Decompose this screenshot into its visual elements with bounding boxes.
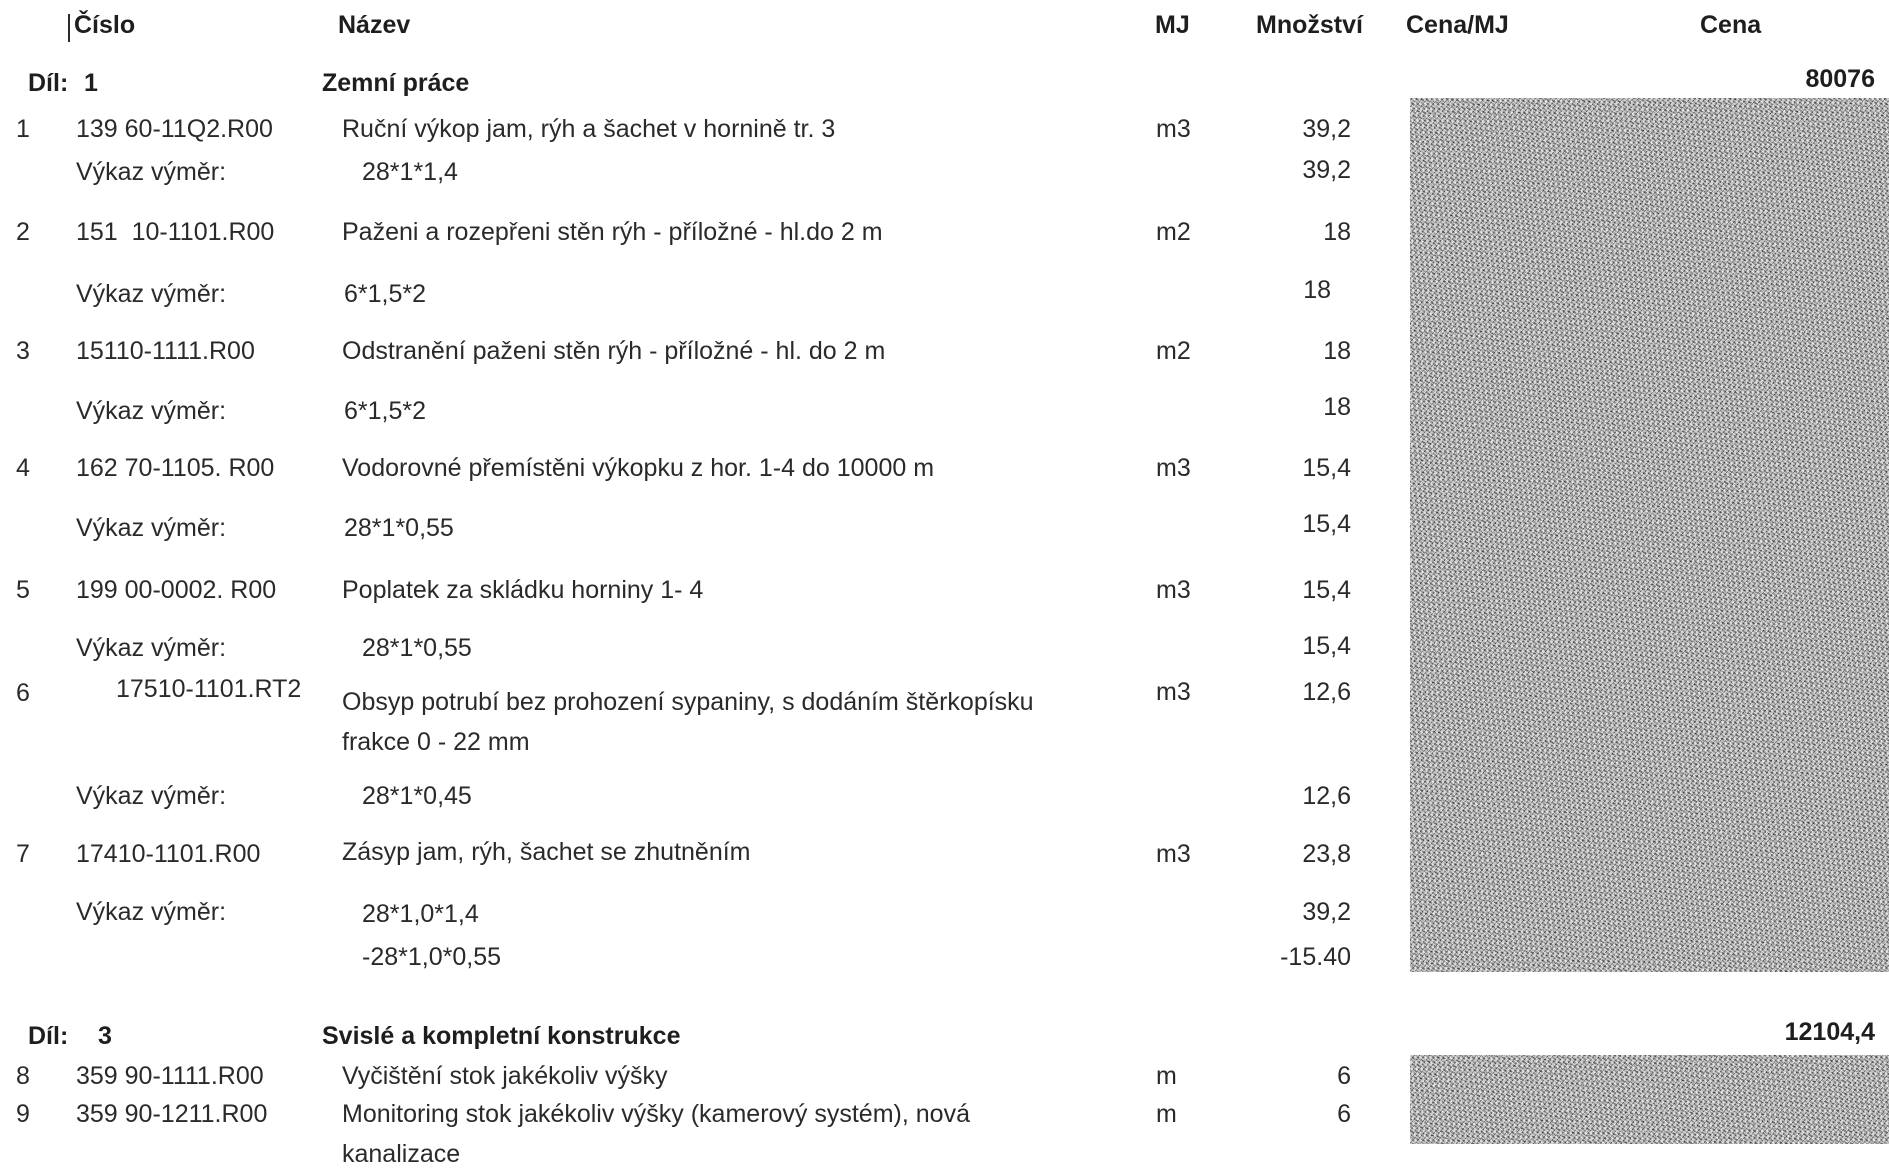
item-code: 199 00-0002. R00 [76, 576, 277, 604]
section-total: 80076 [1805, 65, 1875, 93]
header-cena: Cena [1700, 11, 1762, 39]
section-dil-number: 1 [84, 69, 98, 97]
vykaz-formula: -28*1,0*0,55 [362, 943, 502, 971]
vykaz-label: Výkaz výměr: [76, 397, 227, 425]
vykaz-label: Výkaz výměr: [76, 280, 227, 308]
header-mj: MJ [1155, 11, 1190, 39]
item-quantity: 15,4 [1302, 454, 1351, 482]
item-number: 2 [16, 218, 30, 246]
item-quantity: 6 [1337, 1100, 1351, 1128]
item-code: 17510-1101.RT2 [116, 675, 302, 703]
section-dil-label: Díl: [28, 69, 69, 97]
header-mnozstvi: Množství [1256, 11, 1363, 39]
item-unit: m [1156, 1100, 1177, 1128]
vykaz-quantity: 12,6 [1302, 782, 1351, 810]
vykaz-quantity: 18 [1303, 276, 1331, 304]
vykaz-label: Výkaz výměr: [76, 514, 227, 542]
vykaz-label: Výkaz výměr: [76, 898, 227, 926]
item-quantity: 39,2 [1302, 115, 1351, 143]
section-dil-label: Díl: [28, 1022, 69, 1050]
item-unit: m2 [1156, 218, 1191, 246]
vykaz-formula: 28*1*0,45 [362, 782, 472, 810]
item-name: Obsyp potrubí bez prohození sypaniny, s … [342, 688, 1034, 716]
item-number: 4 [16, 454, 30, 482]
item-name: Paženi a rozepřeni stěn rýh - příložné -… [342, 218, 883, 246]
item-name-line2: kanalizace [342, 1140, 461, 1168]
item-number: 7 [16, 840, 30, 868]
item-code: 17410-1101.R00 [76, 840, 261, 868]
vykaz-formula: 28*1*0,55 [362, 634, 472, 662]
item-code: 359 90-1211.R00 [76, 1100, 268, 1128]
item-quantity: 18 [1323, 218, 1351, 246]
vykaz-quantity: 18 [1323, 393, 1351, 421]
header-left-mark [68, 14, 70, 42]
item-unit: m3 [1156, 115, 1191, 143]
vykaz-quantity: -15.40 [1280, 943, 1351, 971]
item-number: 3 [16, 337, 30, 365]
header-nazev: Název [338, 11, 411, 39]
item-name: Ruční výkop jam, rýh a šachet v hornině … [342, 115, 836, 143]
item-name-line2: frakce 0 - 22 mm [342, 728, 530, 756]
item-code: 359 90-1111.R00 [76, 1062, 264, 1090]
vykaz-quantity: 39,2 [1302, 898, 1351, 926]
vykaz-formula: 28*1*1,4 [362, 158, 458, 186]
item-quantity: 6 [1337, 1062, 1351, 1090]
vykaz-label: Výkaz výměr: [76, 782, 227, 810]
item-number: 8 [16, 1062, 30, 1090]
vykaz-formula: 28*1,0*1,4 [362, 900, 479, 928]
section-title: Zemní práce [322, 69, 470, 97]
item-quantity: 18 [1323, 337, 1351, 365]
header-cislo: Číslo [74, 11, 136, 39]
item-number: 5 [16, 576, 30, 604]
item-name: Monitoring stok jakékoliv výšky (kamerov… [342, 1100, 970, 1128]
item-unit: m [1156, 1062, 1177, 1090]
item-number: 9 [16, 1100, 30, 1128]
item-quantity: 12,6 [1302, 678, 1351, 706]
item-number: 6 [16, 679, 30, 707]
item-name: Vyčištění stok jakékoliv výšky [342, 1062, 668, 1090]
item-code: 151 10-1101.R00 [76, 218, 275, 246]
vykaz-formula: 6*1,5*2 [344, 280, 427, 308]
section-dil-number: 3 [98, 1022, 112, 1050]
header-cena-mj: Cena/MJ [1406, 11, 1509, 39]
item-unit: m3 [1156, 840, 1191, 868]
vykaz-label: Výkaz výměr: [76, 634, 227, 662]
item-quantity: 23,8 [1302, 840, 1351, 868]
vykaz-quantity: 15,4 [1302, 510, 1351, 538]
item-quantity: 15,4 [1302, 576, 1351, 604]
redacted-price-block-section-3 [1410, 1055, 1889, 1144]
item-unit: m2 [1156, 337, 1191, 365]
item-unit: m3 [1156, 576, 1191, 604]
redacted-price-block-section-1 [1410, 98, 1889, 972]
item-name: Vodorovné přemístěni výkopku z hor. 1-4 … [342, 454, 935, 482]
section-title: Svislé a kompletní konstrukce [322, 1022, 681, 1050]
item-name: Poplatek za skládku horniny 1- 4 [342, 576, 704, 604]
section-total: 12104,4 [1784, 1018, 1875, 1046]
item-number: 1 [16, 115, 30, 143]
item-name: Odstranění paženi stěn rýh - příložné - … [342, 337, 886, 365]
vykaz-quantity: 39,2 [1302, 156, 1351, 184]
vykaz-label: Výkaz výměr: [76, 158, 227, 186]
vykaz-formula: 6*1,5*2 [344, 397, 427, 425]
item-unit: m3 [1156, 678, 1191, 706]
vykaz-formula: 28*1*0,55 [344, 514, 454, 542]
item-name: Zásyp jam, rýh, šachet se zhutněním [342, 838, 751, 866]
vykaz-quantity: 15,4 [1302, 632, 1351, 660]
item-code: 15110-1111.R00 [76, 337, 255, 365]
item-code: 162 70-1105. R00 [76, 454, 275, 482]
item-code: 139 60-11Q2.R00 [76, 115, 273, 143]
item-unit: m3 [1156, 454, 1191, 482]
